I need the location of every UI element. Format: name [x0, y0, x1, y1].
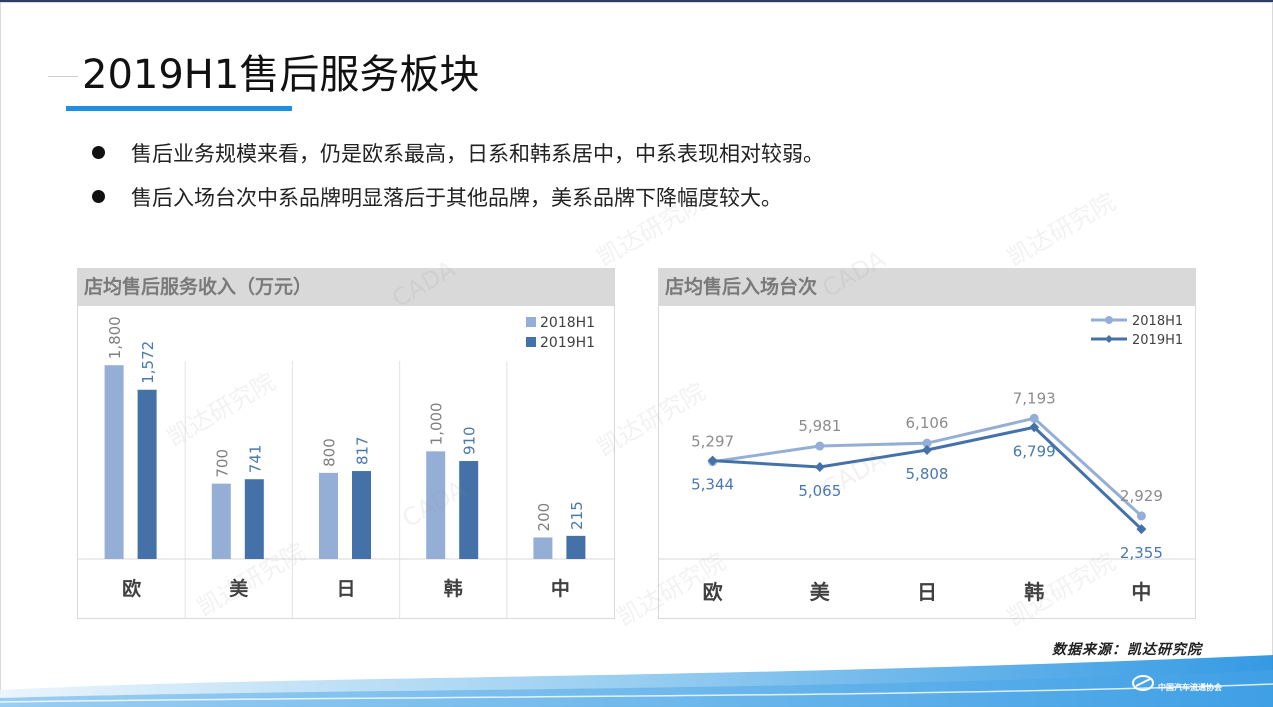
point-2018H1-美 [815, 441, 825, 451]
x-tick-label: 美 [810, 580, 831, 604]
legend-marker [1105, 335, 1113, 343]
line-data-label: 5,808 [906, 465, 949, 483]
legend-marker [1105, 316, 1113, 324]
bar-2019H1-欧 [137, 389, 157, 559]
line-data-label: 5,297 [691, 433, 734, 451]
line-data-label: 5,344 [691, 476, 734, 494]
page-title: 2019H1售后服务板块 [82, 52, 480, 98]
bar-data-label: 741 [246, 445, 264, 474]
bar-chart-svg: 1,800 1,572 欧 700 741 美 800 817 日 1,000 910 韩 200 215… [78, 315, 614, 618]
x-tick-label: 中 [551, 577, 570, 600]
bar-data-label: 700 [213, 449, 231, 478]
point-2018H1-韩 [1029, 413, 1039, 423]
bar-2018H1-韩 [426, 451, 446, 559]
x-tick-label: 欧 [703, 580, 723, 604]
legend-label: 2019H1 [540, 335, 595, 351]
point-2019H1-美 [814, 462, 825, 473]
x-tick-label: 美 [229, 577, 249, 600]
x-tick-label: 韩 [1024, 580, 1044, 604]
bar-2018H1-日 [319, 472, 338, 559]
cada-logo-text: 中国汽车流通协会 [1158, 683, 1222, 692]
bullet-text-2: 售后入场台次中系品牌明显落后于其他品牌，美系品牌下降幅度较大。 [131, 186, 782, 210]
bullet-item-1: 售后业务规模来看，仍是欧系最高，日系和韩系居中，中系表现相对较弱。 [92, 138, 824, 168]
bar-2019H1-韩 [459, 461, 479, 559]
line-data-label: 5,981 [798, 417, 841, 435]
footer-wave-banner [0, 655, 1273, 707]
line-data-label: 6,106 [906, 414, 949, 432]
line-data-label: 7,193 [1013, 389, 1056, 407]
bar-data-label: 817 [354, 436, 372, 465]
bullet-item-2: 售后入场台次中系品牌明显落后于其他品牌，美系品牌下降幅度较大。 [92, 182, 782, 212]
x-tick-label: 日 [917, 580, 937, 604]
point-2019H1-韩 [1029, 422, 1040, 433]
bar-2018H1-欧 [104, 365, 124, 559]
line-chart-svg: 5,297 5,981 6,106 7,193 2,929 5,344 5,065 5,808… [659, 314, 1195, 604]
bar-data-label: 1,000 [428, 402, 446, 445]
point-2019H1-欧 [707, 455, 718, 466]
bullet-text-1: 售后业务规模来看，仍是欧系最高，日系和韩系居中，中系表现相对较弱。 [131, 142, 824, 166]
line-data-label: 5,065 [798, 482, 841, 500]
bar-2019H1-日 [352, 471, 371, 559]
legend-swatch [526, 337, 536, 347]
legend-swatch [526, 317, 536, 327]
bar-2018H1-中 [533, 537, 553, 559]
bar-2019H1-中 [566, 535, 586, 559]
bar-chart-title: 店均售后服务收入（万元） [78, 269, 614, 306]
x-tick-label: 欧 [122, 577, 141, 600]
point-2019H1-中 [1136, 524, 1147, 535]
point-2018H1-中 [1136, 511, 1146, 521]
bar-data-label: 215 [568, 501, 586, 530]
line-data-label: 2,929 [1120, 487, 1163, 505]
bar-data-label: 1,800 [106, 316, 124, 359]
bullet-dot-icon [92, 146, 105, 159]
data-source-note: 数据来源：凯达研究院 [1052, 642, 1202, 658]
bar-data-label: 200 [535, 503, 553, 532]
bullet-dot-icon [92, 190, 105, 203]
title-accent-line [48, 76, 78, 77]
cada-logo-icon [1132, 675, 1154, 691]
legend-label: 2018H1 [1132, 314, 1183, 329]
top-border-line [0, 0, 1273, 2]
bar-2019H1-美 [244, 479, 264, 559]
bar-2018H1-美 [211, 483, 231, 559]
bar-data-label: 1,572 [139, 341, 157, 384]
bar-data-label: 910 [461, 426, 479, 455]
line-data-label: 2,355 [1120, 544, 1163, 562]
bar-chart-panel: 店均售后服务收入（万元） 1,800 1,572 欧 700 741 美 800 817 日 1,… [77, 268, 615, 619]
bar-data-label: 800 [321, 438, 339, 467]
point-2019H1-日 [922, 444, 932, 455]
legend-label: 2019H1 [1132, 333, 1183, 348]
x-tick-label: 韩 [444, 577, 463, 600]
point-2018H1-日 [922, 438, 932, 448]
title-underline [66, 106, 292, 111]
x-tick-label: 日 [336, 578, 355, 600]
legend-label: 2018H1 [540, 315, 595, 331]
line-chart-panel: 店均售后入场台次 5,297 5,981 6,106 7,193 2,929 5,344 5… [658, 268, 1196, 619]
line-data-label: 6,799 [1013, 442, 1056, 460]
line-chart-title: 店均售后入场台次 [659, 269, 1195, 306]
x-tick-label: 中 [1131, 580, 1151, 604]
